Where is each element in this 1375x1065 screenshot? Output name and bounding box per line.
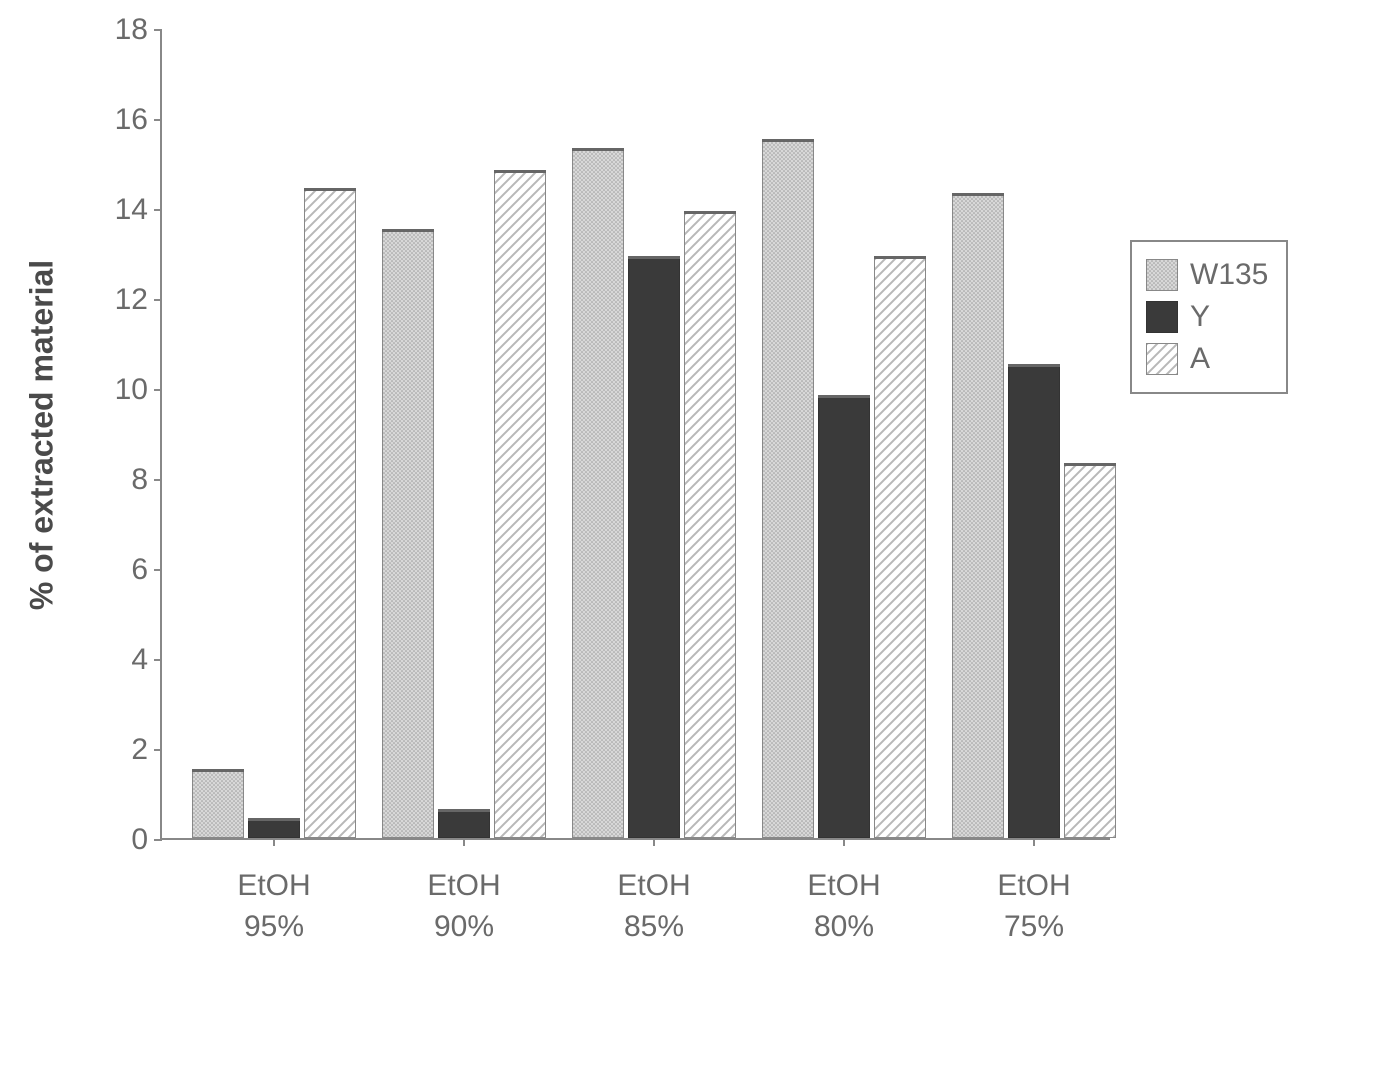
y-tick-label: 6 bbox=[131, 553, 162, 587]
legend-label: W135 bbox=[1190, 258, 1268, 292]
y-tick-label: 16 bbox=[115, 103, 162, 137]
y-tick-label: 0 bbox=[131, 823, 162, 857]
legend-item-Y: Y bbox=[1146, 296, 1268, 338]
y-tick-label: 14 bbox=[115, 193, 162, 227]
bar-W135 bbox=[192, 771, 244, 839]
y-tick-label: 18 bbox=[115, 13, 162, 47]
legend-item-A: A bbox=[1146, 338, 1268, 380]
y-axis-title: % of extracted material bbox=[24, 260, 61, 610]
x-tick-label: EtOH 80% bbox=[807, 838, 880, 947]
y-tick-label: 12 bbox=[115, 283, 162, 317]
bar-W135 bbox=[382, 231, 434, 839]
legend-item-W135: W135 bbox=[1146, 254, 1268, 296]
bar-W135 bbox=[952, 195, 1004, 839]
bar-Y bbox=[438, 811, 490, 838]
legend-swatch bbox=[1146, 259, 1178, 291]
y-tick-label: 2 bbox=[131, 733, 162, 767]
x-tick-label: EtOH 75% bbox=[997, 838, 1070, 947]
y-tick-label: 4 bbox=[131, 643, 162, 677]
legend-label: A bbox=[1190, 342, 1210, 376]
y-tick-label: 8 bbox=[131, 463, 162, 497]
legend-label: Y bbox=[1190, 300, 1210, 334]
legend-swatch bbox=[1146, 301, 1178, 333]
x-tick-label: EtOH 90% bbox=[427, 838, 500, 947]
bar-A bbox=[494, 172, 546, 838]
legend: W135 YA bbox=[1130, 240, 1288, 394]
bar-W135 bbox=[572, 150, 624, 839]
bar-A bbox=[684, 213, 736, 839]
legend-swatch bbox=[1146, 343, 1178, 375]
x-tick-label: EtOH 95% bbox=[237, 838, 310, 947]
bar-A bbox=[304, 190, 356, 838]
bar-Y bbox=[1008, 366, 1060, 839]
plot-area: 024681012141618EtOH 95%EtOH 90%EtOH 85%E… bbox=[160, 30, 1110, 840]
bar-Y bbox=[818, 397, 870, 838]
x-tick-label: EtOH 85% bbox=[617, 838, 690, 947]
bar-W135 bbox=[762, 141, 814, 839]
chart-container: % of extracted material 024681012141618E… bbox=[0, 0, 1375, 1065]
bar-A bbox=[1064, 465, 1116, 839]
bar-Y bbox=[628, 258, 680, 839]
bar-Y bbox=[248, 820, 300, 838]
y-tick-label: 10 bbox=[115, 373, 162, 407]
bar-A bbox=[874, 258, 926, 839]
